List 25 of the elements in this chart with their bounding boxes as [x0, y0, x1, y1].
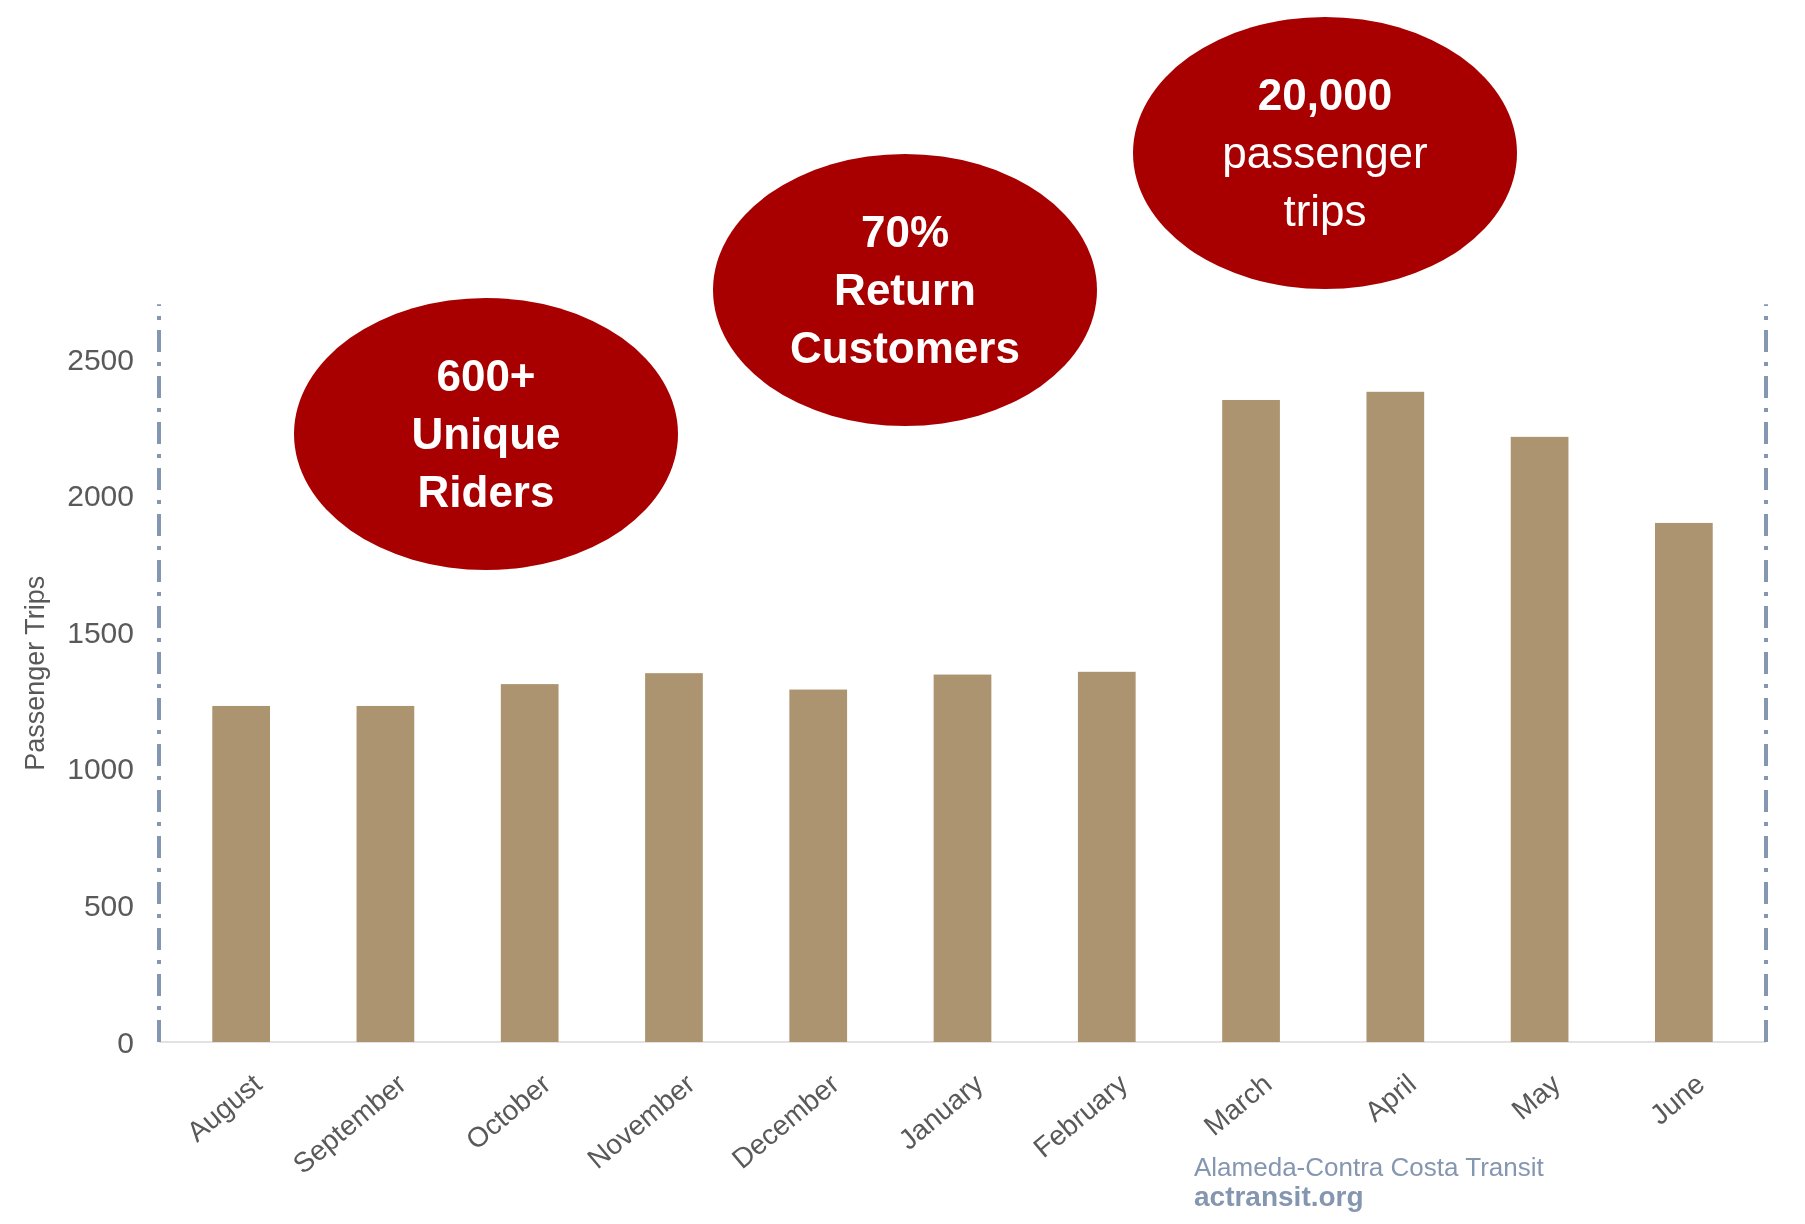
annotation: 70% Return Customers	[790, 207, 1020, 373]
bar	[1655, 522, 1713, 1042]
text: Alameda-Contra Costa Transit	[1194, 1152, 1545, 1182]
y-tick-label: 500	[83, 888, 134, 922]
x-tick-label: May	[1505, 1067, 1567, 1126]
bar	[1222, 399, 1280, 1042]
x-tick-label: June	[1643, 1067, 1711, 1131]
bar	[789, 689, 848, 1042]
bar	[933, 674, 992, 1042]
y-tick-label: 0	[117, 1025, 134, 1059]
y-tick-label: 2500	[67, 342, 134, 376]
text: actransit.org	[1194, 1181, 1364, 1212]
y-axis-title: Passenger Trips	[20, 575, 50, 771]
y-tick-label: 1500	[67, 615, 134, 649]
bar	[1077, 671, 1136, 1042]
annotation: 600+ Unique Riders	[411, 351, 561, 517]
bar	[212, 705, 270, 1042]
text: 20,000 passenger trips	[1222, 70, 1428, 236]
bar	[356, 705, 415, 1042]
bar	[1510, 436, 1569, 1042]
bar	[500, 684, 559, 1042]
bar	[1366, 391, 1425, 1042]
y-tick-label: 2000	[67, 479, 134, 513]
bar	[645, 673, 703, 1042]
y-tick-label: 1000	[67, 752, 134, 786]
